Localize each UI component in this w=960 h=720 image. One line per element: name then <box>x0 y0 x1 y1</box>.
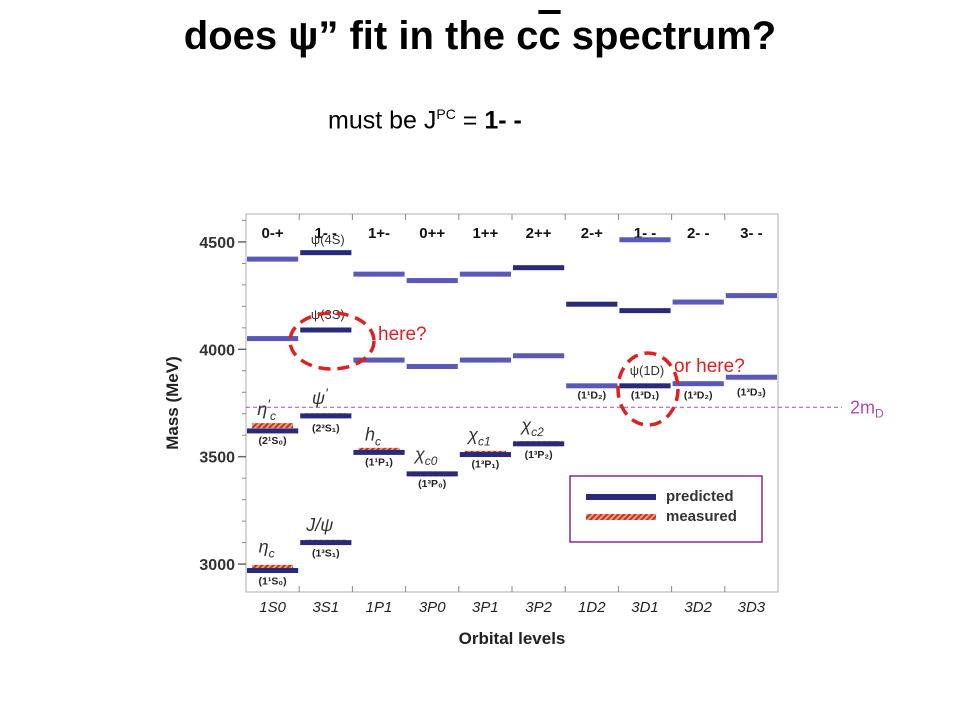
state-label: (1³P₁) <box>472 458 500 470</box>
state-label: (1³D₃) <box>737 386 766 398</box>
column-labels: 0-+ 1S0 1- - 3S1 1+- 1P1 0++ 3P0 1++ 3P1 2++ 3P2 2-+… <box>259 214 766 616</box>
legend-measured-swatch <box>586 514 656 520</box>
predicted-level <box>353 357 405 363</box>
y-tick-label: 4500 <box>199 235 235 252</box>
state-label: (1³S₁) <box>312 548 340 560</box>
jpc-requirement: must be JPC = 1- - <box>328 106 522 135</box>
predicted-level <box>247 336 299 342</box>
jpc-label: 3- - <box>740 225 763 242</box>
predicted-level <box>725 293 777 299</box>
y-axis-label: Mass (MeV) <box>163 356 182 450</box>
state-label: (1³P₂) <box>525 449 553 461</box>
plot-frame <box>245 213 779 593</box>
predicted-level <box>459 271 511 277</box>
measured-level <box>252 423 294 429</box>
jpc-label: 1- - <box>315 225 338 242</box>
predicted-level <box>619 383 671 389</box>
orbital-label: 3P1 <box>472 599 499 616</box>
particle-label: J/ψ <box>305 515 333 535</box>
resonance-label: ψ(4S) <box>311 232 345 247</box>
psi-3s-circle <box>288 311 376 371</box>
orbital-label: 3D2 <box>684 599 712 616</box>
state-label: (2³S₁) <box>312 422 340 434</box>
particle-label: ηc <box>259 536 275 560</box>
orbital-label: 3D3 <box>738 599 766 616</box>
psi-1d-circle <box>616 351 680 427</box>
predicted-level <box>406 471 458 477</box>
orbital-label: 1P1 <box>366 599 393 616</box>
predicted-level <box>513 441 565 447</box>
orbital-label: 3S1 <box>312 599 339 616</box>
page-title: does ψ” fit in the cc spectrum? <box>183 14 777 58</box>
here-annotation: here? <box>378 324 427 345</box>
predicted-level <box>247 256 299 262</box>
measured-level <box>252 564 294 570</box>
orbital-label: 3P0 <box>419 599 446 616</box>
jpc-label: 0-+ <box>262 225 284 242</box>
particle-label: η'c <box>257 396 276 423</box>
legend-measured-label: measured <box>666 508 737 525</box>
state-label: (1³D₂) <box>684 390 713 402</box>
predicted-level <box>672 381 724 387</box>
predicted-level <box>566 383 618 389</box>
dd-threshold-label: 2mD <box>850 397 884 420</box>
predicted-level <box>513 265 565 271</box>
predicted-level <box>300 413 352 419</box>
orbital-label: 1S0 <box>259 599 286 616</box>
energy-levels <box>247 237 777 574</box>
orbital-label: 3D1 <box>631 599 659 616</box>
predicted-level <box>406 363 458 369</box>
predicted-level <box>619 308 671 314</box>
particle-label: hc <box>365 425 381 449</box>
jpc-label: 2- - <box>687 225 710 242</box>
jpc-label: 1++ <box>472 225 498 242</box>
predicted-level <box>459 357 511 363</box>
predicted-level <box>619 237 671 243</box>
resonance-label: ψ(1D) <box>630 363 665 378</box>
level-labels: (2¹S₀) (1¹S₀) (2³S₁) (1³S₁) (1¹P₁) (1³P₀) (1³P… <box>257 232 766 587</box>
predicted-level <box>247 568 299 574</box>
particle-label: χc2 <box>519 415 544 439</box>
state-label: (1³D₁) <box>631 390 659 402</box>
y-tick-label: 3500 <box>199 450 235 467</box>
legend-predicted-swatch <box>586 494 656 500</box>
y-tick-label: 4000 <box>199 342 235 359</box>
legend: predicted measured <box>569 475 763 543</box>
predicted-level <box>247 428 299 434</box>
predicted-level <box>513 353 565 359</box>
orbital-label: 1D2 <box>578 599 606 616</box>
jpc-label: 0++ <box>419 225 445 242</box>
orbital-label: 3P2 <box>525 599 552 616</box>
x-axis-label: Orbital levels <box>459 629 566 648</box>
y-tick-label: 3000 <box>199 557 235 574</box>
state-label: (1³P₀) <box>418 478 446 490</box>
predicted-level <box>672 299 724 305</box>
predicted-level <box>353 271 405 277</box>
predicted-level <box>300 250 352 256</box>
legend-predicted-label: predicted <box>666 488 734 505</box>
state-label: (1¹S₀) <box>259 575 287 587</box>
y-ticks: 3000 3500 4000 4500 <box>199 219 246 574</box>
state-label: (2¹S₀) <box>259 435 287 447</box>
legend-box <box>569 475 763 543</box>
predicted-level <box>459 452 511 458</box>
predicted-level <box>353 449 405 455</box>
jpc-label: 1+- <box>368 225 390 242</box>
particle-label: χc1 <box>466 425 491 449</box>
particle-label: ψ' <box>312 385 329 408</box>
or-here-annotation: or here? <box>674 356 745 377</box>
predicted-level <box>300 540 352 546</box>
jpc-label: 2-+ <box>581 225 603 242</box>
predicted-level <box>566 301 618 307</box>
predicted-level <box>300 327 352 333</box>
jpc-label: 2++ <box>526 225 552 242</box>
state-label: (1¹D₂) <box>578 390 607 402</box>
predicted-level <box>725 374 777 380</box>
predicted-level <box>406 278 458 284</box>
state-label: (1¹P₁) <box>365 456 393 468</box>
particle-label: χc0 <box>413 444 438 468</box>
